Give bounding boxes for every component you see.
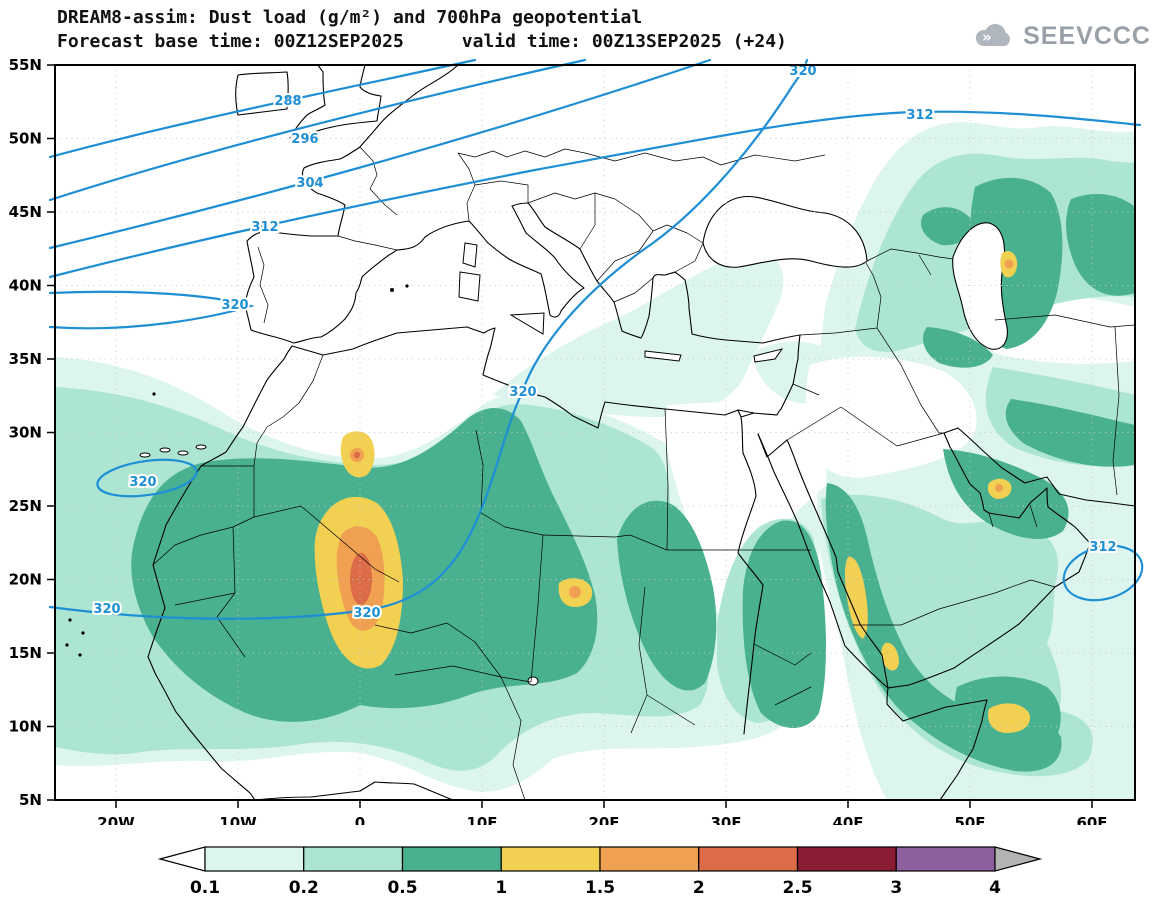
lat-tick-label: 35N bbox=[9, 350, 42, 368]
lon-tick-label: 30E bbox=[710, 814, 741, 825]
contour-label: 312 bbox=[1089, 540, 1116, 555]
lat-tick-label: 45N bbox=[9, 203, 42, 221]
colorbar: 0.1 0.2 0.5 1 1.5 2 2.5 3 4 bbox=[157, 846, 1043, 898]
lat-tick-label: 50N bbox=[9, 130, 42, 148]
lat-tick-label: 25N bbox=[9, 497, 42, 515]
cloud-icon: » bbox=[975, 23, 1011, 47]
lon-tick-label: 40E bbox=[832, 814, 863, 825]
contour-label: 320 bbox=[93, 602, 120, 617]
lat-tick-label: 15N bbox=[9, 644, 42, 662]
lat-tick-label: 55N bbox=[9, 56, 42, 74]
lon-tick-label: 10W bbox=[219, 814, 257, 825]
logo-text: SEEVCCC bbox=[1023, 21, 1151, 50]
lon-tick-label: 20W bbox=[97, 814, 135, 825]
map: 288 296 304 312 320 320 320 320 320 312 … bbox=[9, 56, 1144, 825]
geopotential-contours bbox=[48, 58, 1144, 620]
lat-tick-label: 30N bbox=[9, 424, 42, 442]
colorbar-cell bbox=[796, 846, 897, 872]
y-axis-labels: 55N 50N 45N 40N 35N 30N 25N 20N 15N 10N … bbox=[9, 56, 42, 809]
contour-label: 320 bbox=[129, 475, 156, 490]
lon-tick-label: 50E bbox=[954, 814, 985, 825]
contour-label: 320 bbox=[353, 606, 380, 621]
colorbar-label: 2.5 bbox=[782, 878, 812, 898]
lat-tick-label: 10N bbox=[9, 718, 42, 736]
header: DREAM8-assim: Dust load (g/m²) and 700hP… bbox=[57, 6, 1157, 54]
colorbar-label: 2 bbox=[693, 878, 705, 898]
lon-tick-label: 60E bbox=[1076, 814, 1107, 825]
colorbar-label: 0.5 bbox=[387, 878, 417, 898]
colorbar-label: 4 bbox=[989, 878, 1001, 898]
lon-tick-label: 10E bbox=[466, 814, 497, 825]
black-sea bbox=[702, 196, 868, 268]
chart-title: DREAM8-assim: Dust load (g/m²) and 700hP… bbox=[57, 7, 643, 28]
colorbar-cell bbox=[500, 846, 601, 872]
country-borders bbox=[152, 146, 1136, 801]
colorbar-cell bbox=[698, 846, 799, 872]
colorbar-label: 0.2 bbox=[289, 878, 319, 898]
x-axis-labels: 20W 10W 0 10E 20E 30E 40E 50E 60E bbox=[97, 814, 1107, 825]
colorbar-label: 3 bbox=[890, 878, 902, 898]
geopotential-contour-labels: 288 296 304 312 320 320 320 320 320 312 … bbox=[91, 62, 1118, 623]
colorbar-cell bbox=[401, 846, 502, 872]
colorbar-cell bbox=[599, 846, 700, 872]
lon-tick-label: 0 bbox=[355, 814, 365, 825]
colorbar-cell bbox=[303, 846, 404, 872]
contour-label: 296 bbox=[291, 132, 318, 147]
caspian-sea bbox=[952, 222, 1008, 350]
contour-label: 312 bbox=[906, 108, 933, 123]
contour-label: 288 bbox=[274, 94, 301, 109]
valid-time: valid time: 00Z13SEP2025 (+24) bbox=[461, 31, 787, 52]
colorbar-cell bbox=[204, 846, 305, 872]
contour-label: 320 bbox=[221, 298, 248, 313]
colorbar-cell bbox=[895, 846, 996, 872]
colorbar-label: 1 bbox=[495, 878, 507, 898]
axis-ticks bbox=[47, 64, 1093, 808]
dust-level-2 bbox=[350, 451, 372, 605]
lat-tick-label: 20N bbox=[9, 571, 42, 589]
chart-subtitle: Forecast base time: 00Z12SEP2025 valid ti… bbox=[57, 30, 1157, 54]
contour-label: 312 bbox=[251, 220, 278, 235]
colorbar-label: 0.1 bbox=[190, 878, 220, 898]
seevccc-logo: » SEEVCCC bbox=[971, 20, 1151, 52]
contour-label: 304 bbox=[296, 176, 323, 191]
svg-text:»: » bbox=[982, 28, 992, 46]
colorbar-arrow-right bbox=[994, 846, 1043, 872]
forecast-base-time: Forecast base time: 00Z12SEP2025 bbox=[57, 31, 404, 52]
lat-tick-label: 5N bbox=[19, 791, 42, 809]
contour-label: 320 bbox=[789, 64, 816, 79]
colorbar-label: 1.5 bbox=[585, 878, 615, 898]
contour-label: 320 bbox=[509, 385, 536, 400]
lon-tick-label: 20E bbox=[588, 814, 619, 825]
colorbar-arrow-left bbox=[157, 846, 206, 872]
lat-tick-label: 40N bbox=[9, 277, 42, 295]
